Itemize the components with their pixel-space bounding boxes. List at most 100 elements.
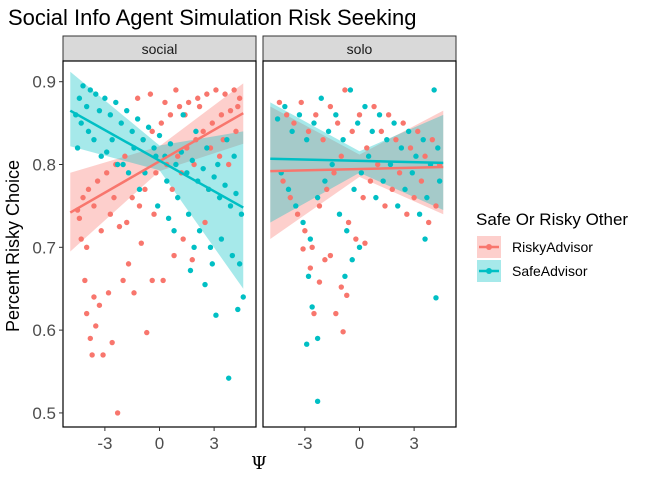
y-tick-label-4: 0.9 <box>32 73 56 92</box>
data-point-social-SafeAdvisor-3 <box>83 103 90 110</box>
data-point-social-SafeAdvisor-61 <box>91 136 97 143</box>
data-point-solo-RiskyAdvisor-10 <box>349 128 355 135</box>
confidence-band-solo-RiskyAdvisor <box>270 106 444 240</box>
data-point-solo-SafeAdvisor-44 <box>424 194 430 201</box>
data-point-social-RiskyAdvisor-66 <box>216 153 223 159</box>
data-point-solo-RiskyAdvisor-19 <box>415 128 421 135</box>
data-point-solo-SafeAdvisor-0 <box>274 116 281 122</box>
data-point-solo-RiskyAdvisor-47 <box>322 257 328 263</box>
x-axis-label: Ψ <box>251 453 267 474</box>
data-point-social-RiskyAdvisor-55 <box>209 120 216 126</box>
data-point-social-RiskyAdvisor-22 <box>189 257 195 263</box>
legend-key-point-risky <box>486 244 492 250</box>
data-point-social-RiskyAdvisor-60 <box>147 91 154 97</box>
data-point-solo-SafeAdvisor-16 <box>391 120 397 126</box>
data-point-solo-RiskyAdvisor-45 <box>307 265 314 271</box>
panel-solo <box>270 87 444 405</box>
data-point-social-RiskyAdvisor-46 <box>116 223 123 230</box>
data-point-social-SafeAdvisor-49 <box>240 294 246 300</box>
data-point-solo-RiskyAdvisor-11 <box>356 112 363 118</box>
data-point-social-RiskyAdvisor-25 <box>85 186 92 193</box>
data-point-solo-RiskyAdvisor-30 <box>331 170 337 176</box>
trend-line-solo-SafeAdvisor <box>270 157 444 165</box>
data-point-social-RiskyAdvisor-20 <box>171 252 177 259</box>
data-point-solo-SafeAdvisor-19 <box>413 153 419 159</box>
x-tick-label-social-1: 0 <box>155 434 164 453</box>
data-point-social-SafeAdvisor-30 <box>227 203 234 209</box>
data-point-solo-RiskyAdvisor-3 <box>298 99 304 106</box>
data-point-solo-SafeAdvisor-6 <box>318 95 324 101</box>
data-point-social-SafeAdvisor-5 <box>93 91 99 97</box>
data-point-social-RiskyAdvisor-12 <box>114 410 121 416</box>
data-point-social-SafeAdvisor-67 <box>224 136 230 143</box>
data-point-social-SafeAdvisor-59 <box>114 161 121 168</box>
data-point-social-SafeAdvisor-27 <box>211 174 217 180</box>
data-point-social-SafeAdvisor-45 <box>207 244 214 251</box>
y-tick-label-2: 0.7 <box>32 238 56 257</box>
data-point-social-RiskyAdvisor-13 <box>120 277 126 284</box>
data-point-solo-RiskyAdvisor-12 <box>364 145 370 151</box>
data-point-solo-RiskyAdvisor-36 <box>375 161 381 168</box>
data-point-solo-SafeAdvisor-50 <box>314 398 321 405</box>
data-point-solo-RiskyAdvisor-17 <box>400 120 406 126</box>
data-point-solo-RiskyAdvisor-28 <box>316 203 323 209</box>
data-point-solo-SafeAdvisor-48 <box>314 335 321 342</box>
data-point-social-RiskyAdvisor-7 <box>93 323 99 329</box>
x-axis: -3 0 3 -3 0 3 <box>97 427 419 453</box>
data-point-social-RiskyAdvisor-19 <box>160 277 166 284</box>
data-point-solo-RiskyAdvisor-32 <box>345 219 352 226</box>
data-point-social-SafeAdvisor-64 <box>193 128 199 135</box>
data-point-solo-SafeAdvisor-32 <box>336 211 343 217</box>
data-point-solo-RiskyAdvisor-27 <box>309 244 315 251</box>
trend-line-solo-RiskyAdvisor <box>270 165 444 173</box>
facet-label-solo: solo <box>347 41 373 57</box>
data-point-solo-SafeAdvisor-46 <box>305 273 312 279</box>
data-point-social-RiskyAdvisor-3 <box>83 310 90 317</box>
data-point-solo-SafeAdvisor-29 <box>314 194 321 201</box>
data-point-solo-RiskyAdvisor-13 <box>371 103 377 110</box>
data-point-solo-RiskyAdvisor-40 <box>404 211 410 217</box>
data-point-social-SafeAdvisor-36 <box>109 136 115 143</box>
data-point-solo-SafeAdvisor-42 <box>409 170 416 176</box>
data-point-solo-SafeAdvisor-25 <box>285 186 292 193</box>
data-point-social-RiskyAdvisor-69 <box>98 228 104 234</box>
data-point-social-SafeAdvisor-12 <box>129 128 135 135</box>
y-tick-label-0: 0.5 <box>32 404 56 423</box>
data-point-social-RiskyAdvisor-59 <box>134 95 141 101</box>
data-point-solo-SafeAdvisor-35 <box>358 170 365 176</box>
legend-key-point-safe <box>486 268 492 274</box>
data-point-social-RiskyAdvisor-51 <box>175 153 181 159</box>
data-point-social-SafeAdvisor-44 <box>196 228 203 234</box>
x-tick-label-social-2: 3 <box>209 434 218 453</box>
data-point-solo-RiskyAdvisor-9 <box>342 87 348 93</box>
data-point-solo-RiskyAdvisor-46 <box>316 279 323 285</box>
data-point-social-RiskyAdvisor-33 <box>158 120 165 126</box>
data-point-solo-SafeAdvisor-20 <box>420 136 426 143</box>
data-point-solo-SafeAdvisor-34 <box>351 186 357 193</box>
data-point-solo-RiskyAdvisor-0 <box>276 99 283 106</box>
data-point-social-SafeAdvisor-63 <box>180 112 186 118</box>
data-point-solo-SafeAdvisor-30 <box>322 178 328 184</box>
data-point-solo-SafeAdvisor-26 <box>293 203 299 209</box>
data-point-solo-SafeAdvisor-23 <box>431 87 437 93</box>
y-tick-label-1: 0.6 <box>32 321 56 340</box>
data-point-social-RiskyAdvisor-58 <box>235 103 241 110</box>
data-point-social-SafeAdvisor-41 <box>164 178 170 184</box>
data-point-social-SafeAdvisor-31 <box>233 190 239 197</box>
data-point-solo-RiskyAdvisor-6 <box>320 136 326 143</box>
data-point-solo-SafeAdvisor-3 <box>296 112 303 118</box>
data-point-social-RiskyAdvisor-54 <box>200 128 206 135</box>
data-point-social-RiskyAdvisor-57 <box>227 107 234 114</box>
data-point-social-RiskyAdvisor-34 <box>167 112 174 118</box>
data-point-solo-SafeAdvisor-13 <box>369 128 375 135</box>
data-point-social-SafeAdvisor-54 <box>202 281 208 288</box>
data-point-solo-SafeAdvisor-12 <box>362 103 368 110</box>
data-point-social-RiskyAdvisor-26 <box>94 178 101 184</box>
data-point-social-SafeAdvisor-25 <box>200 165 206 172</box>
data-point-solo-RiskyAdvisor-43 <box>425 219 432 226</box>
data-point-solo-SafeAdvisor-4 <box>303 136 310 143</box>
legend-label-risky: RiskyAdvisor <box>512 239 593 255</box>
data-point-social-SafeAdvisor-17 <box>156 132 163 139</box>
